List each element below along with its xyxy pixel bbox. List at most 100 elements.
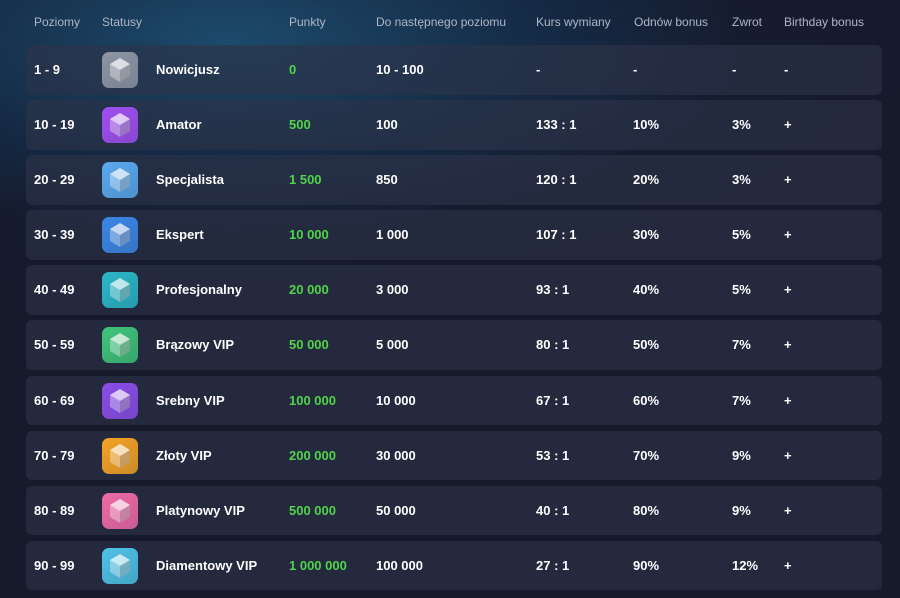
header-status: Statusy [102, 15, 143, 29]
table-row: 60 - 69 Srebny VIP 100 000 10 000 67 : 1… [26, 375, 882, 426]
levels-table: 1 - 9 Nowicjusz 0 10 - 100 - - - - 10 - … [26, 45, 882, 596]
header-renew-bonus: Odnów bonus [634, 15, 709, 29]
row-cashback: 7% [732, 392, 751, 408]
row-renew-bonus: 80% [633, 502, 660, 518]
row-birthday-bonus: + [784, 557, 792, 573]
row-cashback: 9% [732, 447, 751, 463]
table-row: 80 - 89 Platynowy VIP 500 000 50 000 40 … [26, 485, 882, 536]
row-points: 50 000 [289, 337, 329, 353]
purple-crystals-icon [102, 382, 138, 419]
row-exchange-rate: 67 : 1 [536, 392, 570, 408]
gold-crystals-icon [102, 437, 138, 474]
row-points: 0 [289, 62, 297, 77]
rainbow-crystals-icon [102, 547, 138, 584]
header-birthday-bonus: Birthday bonus [784, 15, 865, 29]
blue-crystals-icon [102, 162, 138, 199]
row-renew-bonus: 90% [633, 557, 660, 573]
row-renew-bonus: 20% [633, 172, 660, 188]
row-next-level: 1 000 [376, 227, 409, 243]
table-row: 90 - 99 Diamentowy VIP 1 000 000 100 000… [26, 540, 882, 591]
row-birthday-bonus: + [784, 227, 792, 243]
row-cashback: 3% [732, 172, 751, 188]
table-row: 1 - 9 Nowicjusz 0 10 - 100 - - - - [26, 45, 882, 95]
row-next-level: 100 000 [376, 557, 423, 573]
row-status: Złoty VIP [156, 447, 212, 463]
header-points: Punkty [289, 15, 326, 29]
row-next-level: 10 000 [376, 392, 416, 408]
row-exchange-rate: - [536, 62, 541, 77]
row-points: 200 000 [289, 447, 336, 463]
row-birthday-bonus: - [784, 62, 789, 77]
teal-diamond-icon [102, 272, 138, 309]
row-status: Srebny VIP [156, 392, 225, 408]
table-row: 10 - 19 Amator 500 100 133 : 1 10% 3% + [26, 100, 882, 150]
row-status: Nowicjusz [156, 62, 220, 77]
row-levels: 10 - 19 [34, 117, 75, 133]
row-status: Platynowy VIP [156, 502, 245, 518]
table-row: 20 - 29 Specjalista 1 500 850 120 : 1 20… [26, 155, 882, 205]
row-levels: 30 - 39 [34, 227, 75, 243]
row-status: Profesjonalny [156, 282, 242, 298]
row-cashback: 9% [732, 502, 751, 518]
row-birthday-bonus: + [784, 117, 792, 133]
row-levels: 40 - 49 [34, 282, 75, 298]
row-levels: 70 - 79 [34, 447, 75, 463]
row-cashback: - [732, 62, 737, 77]
row-next-level: 50 000 [376, 502, 416, 518]
row-exchange-rate: 120 : 1 [536, 172, 577, 188]
table-row: 30 - 39 Ekspert 10 000 1 000 107 : 1 30%… [26, 210, 882, 260]
table-header: Poziomy Statusy Punkty Do następnego poz… [0, 0, 900, 44]
row-cashback: 5% [732, 282, 751, 298]
row-status: Amator [156, 117, 202, 133]
row-exchange-rate: 80 : 1 [536, 337, 570, 353]
row-status: Diamentowy VIP [156, 557, 258, 573]
row-exchange-rate: 53 : 1 [536, 447, 570, 463]
row-renew-bonus: 10% [633, 117, 660, 133]
row-exchange-rate: 93 : 1 [536, 282, 570, 298]
row-points: 20 000 [289, 282, 329, 298]
row-next-level: 10 - 100 [376, 62, 424, 77]
row-status: Ekspert [156, 227, 204, 243]
row-renew-bonus: - [633, 62, 638, 77]
row-cashback: 5% [732, 227, 751, 243]
row-renew-bonus: 70% [633, 447, 660, 463]
row-renew-bonus: 30% [633, 227, 660, 243]
row-cashback: 7% [732, 337, 751, 353]
header-exchange-rate: Kurs wymiany [536, 15, 611, 29]
row-exchange-rate: 107 : 1 [536, 227, 577, 243]
row-points: 10 000 [289, 227, 329, 243]
row-cashback: 3% [732, 117, 751, 133]
row-points: 100 000 [289, 392, 336, 408]
purple-cube-icon [102, 107, 138, 144]
row-status: Brązowy VIP [156, 337, 235, 353]
header-levels: Poziomy [34, 15, 81, 29]
row-exchange-rate: 133 : 1 [536, 117, 577, 133]
row-next-level: 30 000 [376, 447, 416, 463]
row-birthday-bonus: + [784, 502, 792, 518]
row-cashback: 12% [732, 557, 759, 573]
row-birthday-bonus: + [784, 282, 792, 298]
row-status: Specjalista [156, 172, 224, 188]
row-next-level: 5 000 [376, 337, 409, 353]
table-row: 50 - 59 Brązowy VIP 50 000 5 000 80 : 1 … [26, 320, 882, 370]
row-birthday-bonus: + [784, 447, 792, 463]
row-levels: 50 - 59 [34, 337, 75, 353]
green-crystals-icon [102, 327, 138, 364]
row-birthday-bonus: + [784, 392, 792, 408]
row-levels: 90 - 99 [34, 557, 75, 573]
row-points: 1 000 000 [289, 557, 347, 573]
row-levels: 1 - 9 [34, 62, 61, 77]
row-exchange-rate: 40 : 1 [536, 502, 570, 518]
table-row: 40 - 49 Profesjonalny 20 000 3 000 93 : … [26, 265, 882, 315]
row-points: 1 500 [289, 172, 322, 188]
row-birthday-bonus: + [784, 172, 792, 188]
row-next-level: 100 [376, 117, 398, 133]
header-next-level: Do następnego poziomu [376, 15, 507, 29]
table-row: 70 - 79 Złoty VIP 200 000 30 000 53 : 1 … [26, 430, 882, 481]
blue-crystal-cluster-icon [102, 217, 138, 254]
row-birthday-bonus: + [784, 337, 792, 353]
row-next-level: 3 000 [376, 282, 409, 298]
row-points: 500 000 [289, 502, 336, 518]
row-exchange-rate: 27 : 1 [536, 557, 570, 573]
row-renew-bonus: 40% [633, 282, 660, 298]
